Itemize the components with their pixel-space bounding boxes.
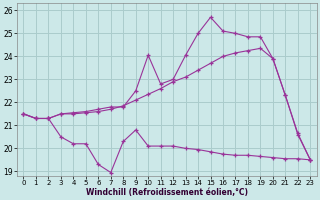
X-axis label: Windchill (Refroidissement éolien,°C): Windchill (Refroidissement éolien,°C) <box>86 188 248 197</box>
